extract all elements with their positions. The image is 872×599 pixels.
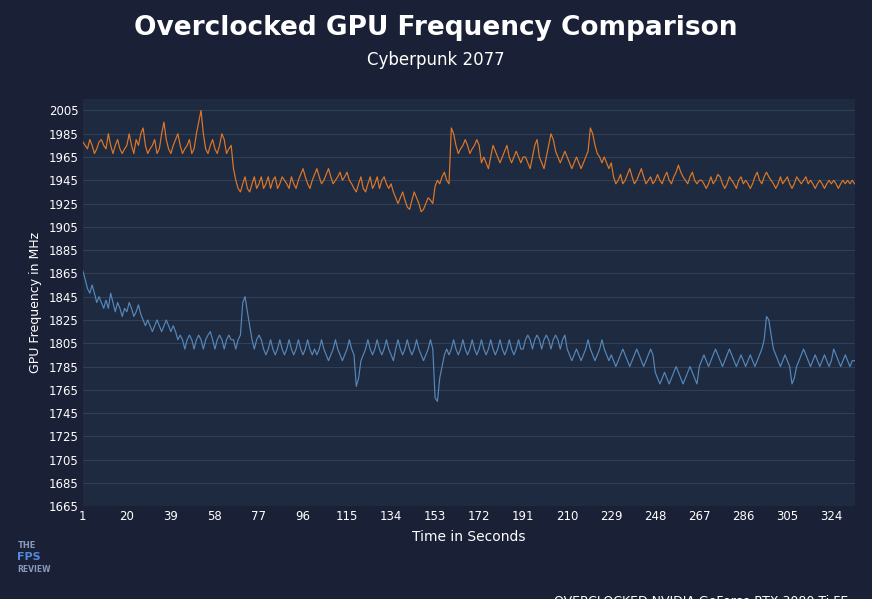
Text: Overclocked GPU Frequency Comparison: Overclocked GPU Frequency Comparison [134, 15, 738, 41]
Text: Cyberpunk 2077: Cyberpunk 2077 [367, 51, 505, 69]
Text: REVIEW: REVIEW [17, 564, 51, 574]
X-axis label: Time in Seconds: Time in Seconds [412, 530, 526, 544]
Y-axis label: GPU Frequency in MHz: GPU Frequency in MHz [29, 232, 42, 373]
Text: THE: THE [17, 540, 36, 550]
Text: FPS: FPS [17, 552, 41, 562]
Legend: OVERCLOCKED NVIDIA GeForce RTX 3080 Ti FE, NVIDIA GeForce RTX 3080 Ti FE: OVERCLOCKED NVIDIA GeForce RTX 3080 Ti F… [516, 595, 848, 599]
